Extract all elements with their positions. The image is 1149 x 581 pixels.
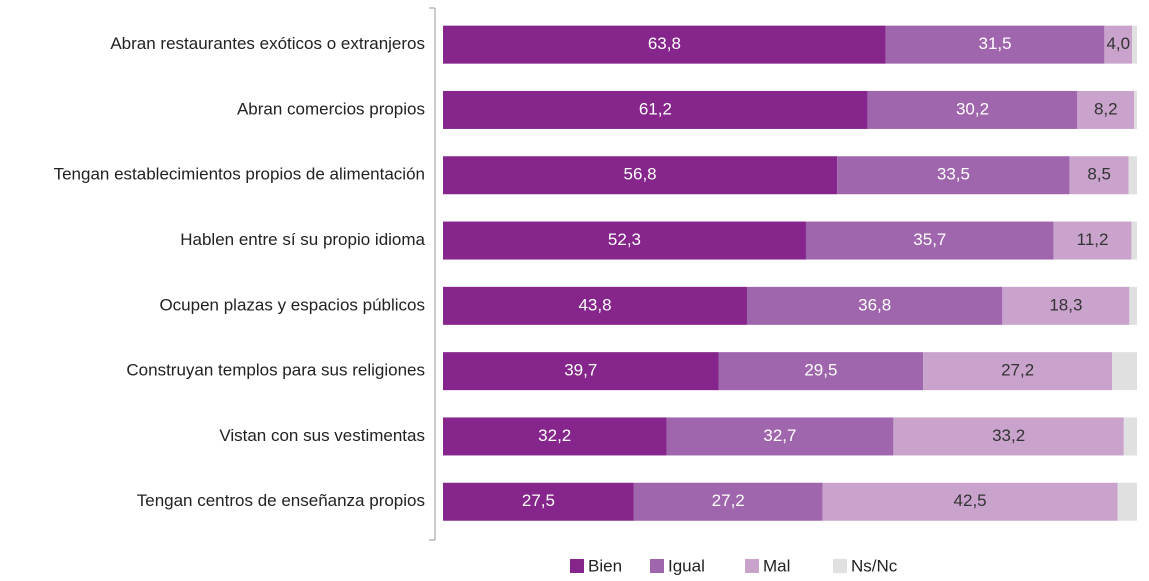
value-label: 33,2 <box>992 426 1025 445</box>
bar-segment <box>746 286 1003 325</box>
value-label: 11,2 <box>1077 230 1109 249</box>
bar-segment <box>443 482 634 521</box>
bar-segment <box>443 286 747 325</box>
legend-swatch <box>745 559 759 573</box>
value-label: 8,5 <box>1087 165 1111 184</box>
value-label: 31,5 <box>979 34 1012 53</box>
value-label: 33,5 <box>937 165 970 184</box>
bar-segment <box>1077 90 1135 129</box>
value-label: 32,2 <box>538 426 571 445</box>
bar-segment <box>443 221 806 260</box>
bar-segment <box>1132 25 1137 64</box>
legend-swatch <box>650 559 664 573</box>
bar-segment <box>1131 221 1137 260</box>
legend-label: Bien <box>588 556 622 575</box>
value-label: 27,2 <box>1001 361 1034 380</box>
value-label: 30,2 <box>956 99 989 118</box>
bar-segment <box>1117 482 1137 521</box>
bar-segment <box>885 25 1105 64</box>
bar-segment <box>1112 352 1137 391</box>
bar-segment <box>805 221 1054 260</box>
value-label: 36,8 <box>858 295 891 314</box>
category-label: Vistan con sus vestimentas <box>219 426 425 445</box>
value-label: 63,8 <box>648 34 681 53</box>
bar-segment <box>893 417 1124 456</box>
bar-segment <box>1002 286 1130 325</box>
legend-label: Mal <box>763 556 790 575</box>
value-label: 27,2 <box>712 491 745 510</box>
bar-segment <box>443 352 719 391</box>
bar-segment <box>1129 286 1137 325</box>
category-label: Hablen entre sí su propio idioma <box>180 230 425 249</box>
category-label: Ocupen plazas y espacios públicos <box>159 295 425 314</box>
value-label: 35,7 <box>913 230 946 249</box>
legend-swatch <box>833 559 847 573</box>
bar-segment <box>1128 156 1137 195</box>
value-label: 42,5 <box>954 491 987 510</box>
bar-segment <box>443 90 868 129</box>
value-label: 56,8 <box>624 165 657 184</box>
bar-segment <box>822 482 1118 521</box>
value-label: 39,7 <box>564 361 597 380</box>
bar-segment <box>1053 221 1132 260</box>
bar-segment <box>1134 90 1137 129</box>
bar-segment <box>1123 417 1137 456</box>
bar-segment <box>443 156 838 195</box>
bar-segment <box>837 156 1070 195</box>
value-label: 29,5 <box>804 361 837 380</box>
category-label: Abran restaurantes exóticos o extranjero… <box>110 34 425 53</box>
bar-segment <box>923 352 1113 391</box>
legend-label: Ns/Nc <box>851 556 898 575</box>
value-label: 18,3 <box>1049 295 1082 314</box>
value-label: 27,5 <box>522 491 555 510</box>
bar-segment <box>718 352 924 391</box>
legend-swatch <box>570 559 584 573</box>
value-label: 32,7 <box>763 426 796 445</box>
bar-segment <box>867 90 1078 129</box>
bar-segment <box>1104 25 1133 64</box>
bar-segment <box>1069 156 1129 195</box>
value-label: 52,3 <box>608 230 641 249</box>
value-label: 8,2 <box>1094 99 1118 118</box>
bar-segment <box>443 25 886 64</box>
bar-segment <box>443 417 667 456</box>
bar-segment <box>666 417 894 456</box>
category-label: Tengan centros de enseñanza propios <box>137 491 425 510</box>
legend-label: Igual <box>668 556 705 575</box>
bar-segment <box>633 482 823 521</box>
category-label: Abran comercios propios <box>237 99 425 118</box>
value-label: 4,0 <box>1106 34 1130 53</box>
category-label: Construyan templos para sus religiones <box>126 361 425 380</box>
value-label: 61,2 <box>639 99 672 118</box>
value-label: 43,8 <box>578 295 611 314</box>
category-label: Tengan establecimientos propios de alime… <box>54 165 425 184</box>
